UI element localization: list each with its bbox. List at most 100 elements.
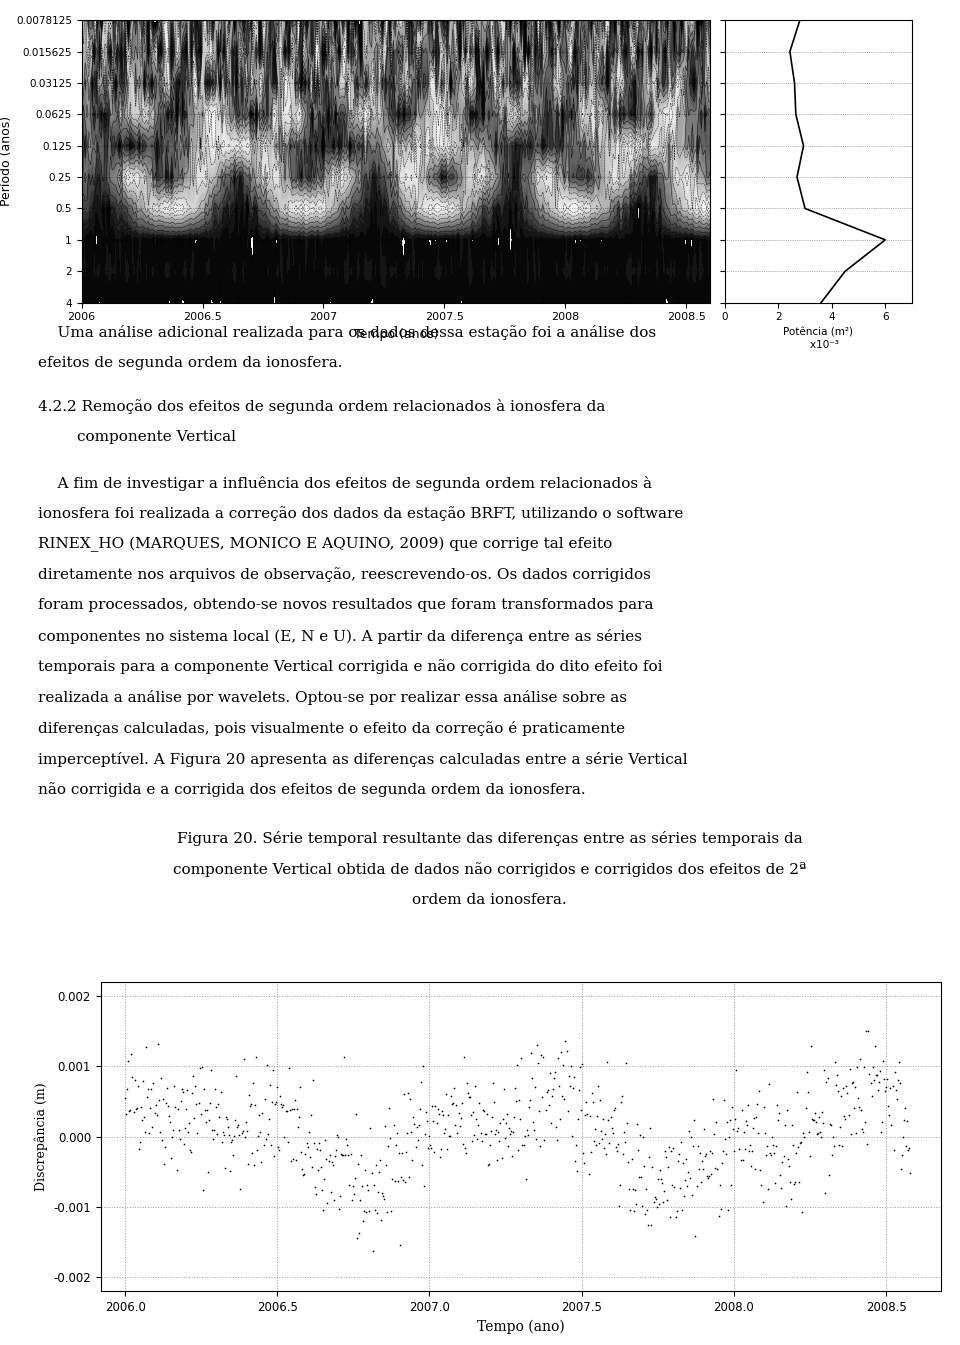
Point xyxy=(405,1150,420,1171)
Point xyxy=(223,1159,238,1181)
Point xyxy=(238,1111,253,1132)
Point xyxy=(247,1154,262,1176)
Point xyxy=(320,1192,335,1213)
Point xyxy=(636,1155,652,1177)
Point xyxy=(682,1120,697,1142)
Point xyxy=(456,1046,471,1068)
Point xyxy=(605,1122,620,1143)
Point xyxy=(724,1174,739,1196)
Point xyxy=(356,1200,372,1221)
Text: imperceptível. A Figura 20 apresenta as diferenças calculadas entre a série Vert: imperceptível. A Figura 20 apresenta as … xyxy=(38,752,688,767)
Point xyxy=(312,1139,327,1161)
Point xyxy=(812,1122,828,1143)
Point xyxy=(297,1163,312,1185)
Point xyxy=(617,1131,633,1153)
Point xyxy=(391,1142,406,1163)
Point xyxy=(372,1150,388,1171)
Point xyxy=(728,1108,743,1130)
Point xyxy=(359,1201,374,1223)
Point xyxy=(820,1067,835,1088)
Point xyxy=(883,1077,899,1099)
Point xyxy=(699,1165,714,1186)
Point xyxy=(646,1192,661,1213)
Point xyxy=(474,1130,490,1151)
Point xyxy=(310,1159,325,1181)
Point xyxy=(740,1093,756,1115)
Point xyxy=(702,1165,717,1186)
Point xyxy=(810,1122,826,1143)
Point xyxy=(303,1104,319,1126)
Point xyxy=(235,1120,251,1142)
Point xyxy=(288,1149,303,1170)
Point xyxy=(683,1167,698,1189)
Point xyxy=(689,1176,705,1197)
Point xyxy=(786,1173,802,1194)
Point xyxy=(308,1184,324,1205)
Point xyxy=(560,1100,575,1122)
Point xyxy=(406,1107,421,1128)
Point xyxy=(880,1096,896,1118)
Point xyxy=(676,1185,691,1206)
Point xyxy=(757,1122,773,1143)
Point xyxy=(271,1137,286,1158)
Point xyxy=(157,1137,173,1158)
Point xyxy=(364,1162,379,1184)
Point xyxy=(742,1134,757,1155)
Point xyxy=(695,1158,710,1180)
Point xyxy=(675,1151,690,1173)
Point xyxy=(424,1096,440,1118)
Point xyxy=(482,1134,497,1155)
Point xyxy=(341,1145,356,1166)
Point xyxy=(413,1071,428,1092)
Point xyxy=(670,1150,685,1171)
Point xyxy=(516,1124,532,1146)
Point xyxy=(430,1098,445,1119)
Point xyxy=(402,1088,418,1110)
Point xyxy=(234,1123,250,1145)
Point xyxy=(409,1116,424,1138)
Point xyxy=(708,1112,724,1134)
Point xyxy=(612,1194,627,1216)
Point xyxy=(684,1126,699,1147)
Point xyxy=(598,1123,613,1145)
Point xyxy=(864,1085,879,1107)
Point xyxy=(522,1088,538,1110)
Point xyxy=(829,1064,845,1085)
Point xyxy=(259,1054,275,1076)
Point xyxy=(194,1056,209,1077)
Point xyxy=(799,1061,814,1083)
Point xyxy=(463,1085,478,1107)
Point xyxy=(471,1092,487,1114)
Point xyxy=(170,1098,185,1119)
Point xyxy=(777,1114,792,1135)
Point xyxy=(782,1170,798,1192)
Point xyxy=(732,1149,748,1170)
Point xyxy=(331,1198,347,1220)
Point xyxy=(287,1089,302,1111)
Point xyxy=(153,1068,168,1089)
Point xyxy=(350,1153,366,1174)
Point xyxy=(386,1114,401,1135)
Point xyxy=(206,1119,222,1141)
Point xyxy=(673,1131,688,1153)
Point xyxy=(429,1112,444,1134)
Point xyxy=(411,1115,426,1137)
Point xyxy=(452,1115,468,1137)
Point xyxy=(778,1196,793,1217)
Point xyxy=(578,1104,593,1126)
Point xyxy=(737,1138,753,1159)
Y-axis label: Discrepância (m): Discrepância (m) xyxy=(35,1083,48,1190)
Point xyxy=(642,1116,658,1138)
Point xyxy=(216,1124,231,1146)
Point xyxy=(507,1106,522,1127)
Point xyxy=(659,1146,674,1167)
Point xyxy=(455,1132,470,1154)
Point xyxy=(217,1157,232,1178)
Point xyxy=(444,1085,459,1107)
Point xyxy=(457,1137,472,1158)
Point xyxy=(497,1127,513,1149)
Point xyxy=(173,1091,188,1112)
Point xyxy=(840,1081,855,1103)
Point xyxy=(839,1075,854,1096)
Point xyxy=(460,1081,475,1103)
